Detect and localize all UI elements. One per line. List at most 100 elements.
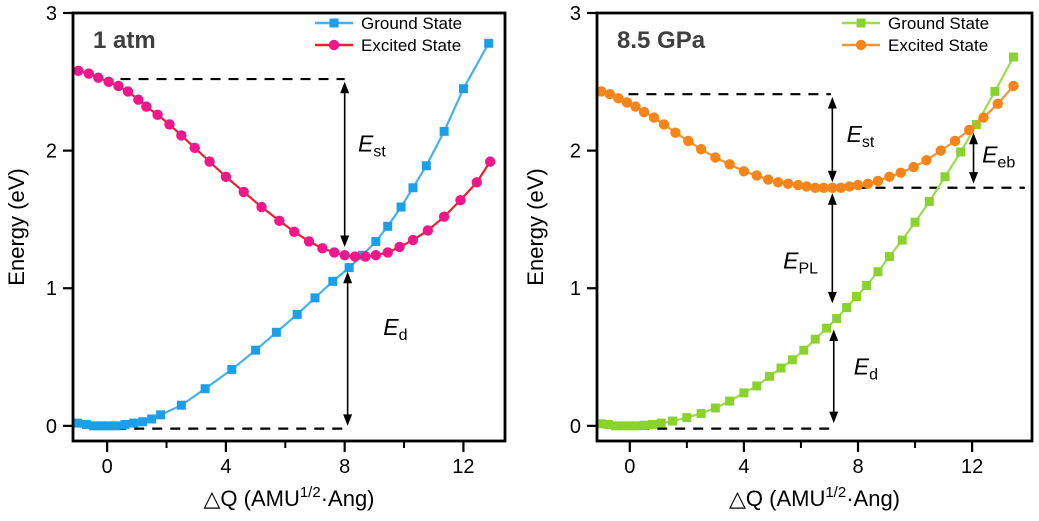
circle-marker	[1008, 80, 1019, 92]
square-marker	[696, 408, 706, 418]
circle-marker	[141, 101, 152, 112]
circle-marker	[394, 241, 405, 253]
y-tick-label: 1	[570, 278, 581, 300]
Est-arrow-head-down	[827, 170, 837, 183]
square-marker	[787, 355, 797, 365]
x-tick-label: 4	[738, 456, 749, 478]
circle-marker	[164, 119, 175, 130]
square-marker	[799, 345, 809, 355]
condition-label: 1 atm	[93, 27, 156, 54]
Eeb-arrow-head-down	[969, 172, 979, 184]
EPL-arrow	[827, 193, 837, 304]
circle-marker	[103, 76, 114, 88]
Est-arrow	[827, 96, 837, 183]
circle-marker	[133, 94, 144, 105]
square-marker	[603, 419, 613, 429]
y-tick-label: 1	[46, 278, 57, 300]
square-marker	[656, 418, 666, 428]
circle-marker	[303, 236, 315, 247]
circle-marker	[189, 142, 200, 154]
circle-marker	[596, 86, 607, 97]
annotation-label-Est: Est	[847, 121, 875, 151]
circle-marker	[220, 171, 232, 182]
circle-marker	[604, 88, 616, 100]
square-marker	[156, 410, 166, 420]
square-marker	[632, 421, 642, 431]
circle-marker	[329, 247, 340, 258]
circle-marker	[792, 179, 804, 191]
y-axis-title: Energy (eV)	[523, 168, 548, 285]
x-tick-label: 8	[339, 456, 350, 478]
circle-marker	[204, 156, 215, 167]
y-tick-label: 0	[46, 416, 57, 438]
annotation-label-Ed: Ed	[854, 354, 878, 384]
square-marker	[725, 396, 735, 406]
circle-marker	[152, 109, 163, 121]
square-marker	[862, 280, 872, 290]
legend-circle-marker	[855, 39, 867, 51]
square-marker	[396, 202, 406, 212]
circle-marker	[274, 215, 285, 227]
circle-marker	[382, 247, 393, 258]
square-marker	[822, 323, 832, 333]
circle-marker	[835, 182, 847, 193]
circle-marker	[978, 112, 989, 123]
x-tick-label: 0	[102, 456, 113, 478]
circle-marker	[93, 72, 104, 83]
circle-marker	[630, 101, 641, 112]
circle-marker	[895, 167, 906, 178]
circle-marker	[810, 182, 821, 193]
circle-marker	[762, 174, 774, 185]
circle-marker	[349, 251, 361, 262]
square-marker	[897, 235, 907, 245]
EPL-arrow-head-down	[827, 291, 837, 304]
square-marker	[884, 252, 894, 262]
square-marker	[810, 334, 820, 344]
circle-marker	[862, 178, 874, 189]
square-marker	[89, 421, 99, 431]
square-marker	[147, 414, 157, 424]
square-marker	[625, 421, 635, 431]
annotation-label-Eeb: Eeb	[982, 142, 1015, 172]
circle-marker	[422, 225, 434, 236]
circle-marker	[772, 177, 784, 188]
x-tick-label: 12	[452, 456, 474, 478]
circle-marker	[683, 135, 694, 147]
circle-marker	[738, 166, 750, 177]
circle-marker	[621, 97, 633, 108]
square-marker	[956, 147, 966, 157]
square-marker	[940, 172, 950, 182]
square-marker	[873, 267, 883, 277]
circle-marker	[238, 186, 249, 198]
circle-marker	[844, 181, 855, 192]
condition-label: 8.5 GPa	[617, 27, 706, 54]
square-marker	[710, 403, 720, 413]
y-tick-label: 3	[570, 3, 581, 25]
circle-marker	[113, 80, 124, 92]
square-marker	[271, 327, 281, 337]
circle-marker	[852, 179, 864, 191]
circle-marker	[935, 145, 946, 156]
legend-item-ground-state: Ground State	[842, 14, 989, 33]
circle-marker	[176, 130, 187, 141]
Ed-arrow-head-down	[343, 414, 353, 426]
circle-marker	[818, 182, 829, 193]
Eeb-arrow	[969, 132, 979, 184]
square-marker	[484, 38, 494, 48]
circle-marker	[407, 234, 419, 246]
legend-label: Ground State	[888, 14, 989, 33]
legend-item-excited-state: Excited State	[315, 36, 461, 55]
annotation-label-EPL: EPL	[783, 248, 818, 278]
series-markers-ground-state	[596, 52, 1018, 431]
circle-marker	[339, 250, 350, 261]
square-marker	[752, 381, 762, 391]
circle-marker	[782, 178, 794, 189]
circle-marker	[438, 211, 450, 222]
circle-marker	[908, 161, 919, 173]
legend-label: Excited State	[361, 36, 461, 55]
series-line-ground-state	[601, 56, 1015, 427]
circle-marker	[921, 155, 932, 166]
square-marker	[138, 417, 148, 427]
x-axis-title: △Q (AMU1/2·Ang)	[729, 484, 900, 511]
